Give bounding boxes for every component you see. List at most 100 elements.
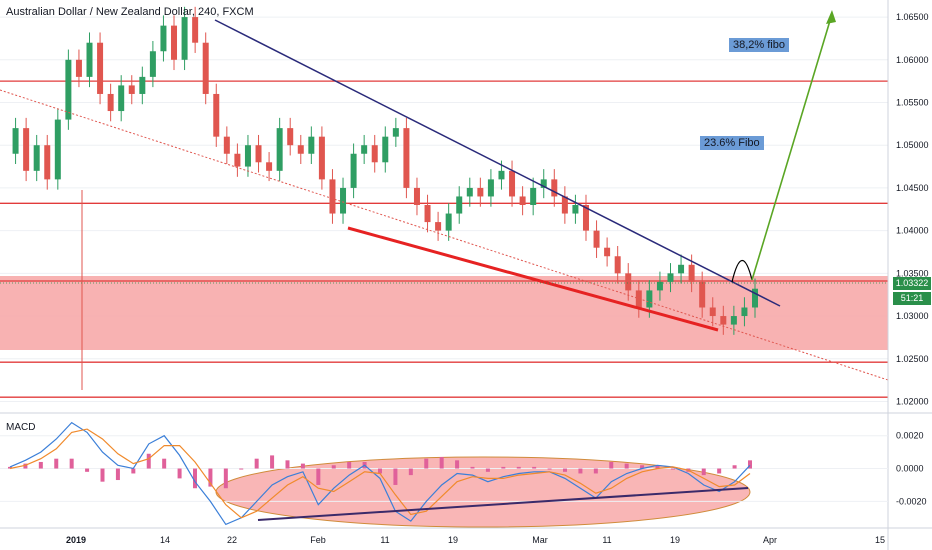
horizontal-levels bbox=[0, 80, 888, 398]
time-tick-label: 15 bbox=[875, 535, 885, 545]
macd-hist-bar bbox=[655, 465, 660, 469]
candle-body bbox=[498, 170, 505, 180]
candle-body bbox=[171, 25, 178, 60]
candle-body bbox=[456, 196, 463, 214]
price-tick-label: 1.06500 bbox=[896, 12, 929, 22]
macd-hist-bar bbox=[347, 461, 352, 469]
macd-hist-bar bbox=[177, 468, 182, 479]
macd-histogram bbox=[8, 453, 752, 489]
price-tick-label: 1.04000 bbox=[896, 226, 929, 236]
time-tick-label: Apr bbox=[763, 535, 777, 545]
macd-hist-bar bbox=[578, 468, 583, 474]
candle-body bbox=[287, 128, 294, 146]
macd-hist-bar bbox=[547, 468, 552, 470]
macd-hist-bar bbox=[470, 466, 475, 469]
signal-line bbox=[9, 428, 751, 519]
projection-arrowhead bbox=[826, 10, 836, 24]
macd-hist-bar bbox=[193, 468, 197, 489]
candle-body bbox=[656, 281, 663, 291]
projection-arrow-line bbox=[751, 13, 833, 281]
fibo-382-label: 38,2% fibo bbox=[729, 38, 789, 52]
candle-body bbox=[667, 273, 674, 282]
macd-hist-bar bbox=[8, 466, 12, 469]
macd-hist-bar bbox=[563, 468, 567, 472]
price-tick-label: 1.06000 bbox=[896, 55, 929, 65]
macd-hist-bar bbox=[670, 468, 675, 470]
candle-body bbox=[614, 256, 621, 274]
candle-body bbox=[413, 187, 420, 205]
candle-body bbox=[382, 136, 389, 163]
candle-body bbox=[234, 153, 241, 167]
candle-body bbox=[741, 307, 748, 317]
candle-body bbox=[297, 145, 304, 154]
candle-body bbox=[44, 145, 51, 180]
price-tick-label: 1.03500 bbox=[896, 268, 929, 278]
macd-tick-label: 0.0000 bbox=[896, 464, 924, 474]
candle-body bbox=[625, 273, 632, 291]
time-tick-label: 11 bbox=[602, 535, 611, 545]
candle-body bbox=[530, 187, 537, 205]
candle-body bbox=[540, 179, 547, 188]
candle-body bbox=[593, 230, 600, 248]
time-tick-label: Feb bbox=[310, 535, 326, 545]
candle-body bbox=[223, 136, 230, 154]
macd-hist-bar bbox=[54, 458, 59, 469]
candle-body bbox=[688, 264, 695, 282]
candle-body bbox=[202, 42, 209, 94]
time-tick-label: 14 bbox=[160, 535, 170, 545]
macd-label: MACD bbox=[6, 422, 36, 433]
candle-body bbox=[149, 51, 156, 77]
macd-hist-bar bbox=[593, 468, 598, 474]
macd-hist-bar bbox=[701, 468, 706, 476]
macd-axis: 0.0020 0.0000 -0.0020 bbox=[896, 431, 927, 507]
countdown-tag: 51:21 bbox=[893, 292, 931, 305]
candle-body bbox=[350, 153, 357, 188]
macd-hist-bar bbox=[208, 468, 213, 487]
candle-body bbox=[551, 179, 558, 197]
candle-body bbox=[54, 119, 61, 180]
macd-hist-bar bbox=[393, 468, 398, 485]
macd-hist-bar bbox=[408, 468, 413, 476]
fibo-236-label: 23.6% Fibo bbox=[700, 136, 764, 150]
candle-body bbox=[139, 76, 146, 94]
macd-hist-bar bbox=[285, 460, 290, 469]
macd-hist-bar bbox=[223, 468, 228, 489]
candle-body bbox=[445, 213, 452, 231]
macd-hist-bar bbox=[316, 468, 321, 485]
macd-line bbox=[9, 421, 751, 526]
candle-body bbox=[65, 59, 72, 120]
price-tick-label: 1.02500 bbox=[896, 354, 929, 364]
candle-body bbox=[604, 247, 611, 257]
macd-hist-bar bbox=[131, 468, 136, 474]
candle-body bbox=[561, 196, 568, 214]
candle-body bbox=[477, 187, 484, 197]
candle-body bbox=[509, 170, 516, 197]
macd-hist-bar bbox=[100, 468, 105, 482]
candle-body bbox=[435, 222, 442, 231]
macd-hist-bar bbox=[270, 455, 275, 469]
candle-body bbox=[340, 187, 347, 214]
macd-hist-bar bbox=[439, 457, 444, 469]
macd-hist-bar bbox=[532, 466, 537, 469]
macd-hist-bar bbox=[300, 463, 305, 469]
time-tick-label: 22 bbox=[227, 535, 237, 545]
candles bbox=[12, 6, 758, 335]
macd-tick-label: -0.0020 bbox=[896, 496, 927, 506]
price-tick-label: 1.02000 bbox=[896, 396, 929, 406]
candle-body bbox=[33, 145, 40, 171]
candle-body bbox=[720, 316, 727, 325]
macd-hist-bar bbox=[38, 461, 43, 469]
macd-hist-bar bbox=[424, 458, 429, 469]
time-tick-label: Mar bbox=[532, 535, 548, 545]
candle-body bbox=[192, 17, 199, 43]
price-tick-label: 1.03000 bbox=[896, 311, 929, 321]
candle-body bbox=[709, 307, 716, 317]
macd-hist-bar bbox=[254, 458, 259, 469]
macd-hist-bar bbox=[717, 468, 722, 474]
breakout-arc bbox=[731, 259, 753, 283]
candle-body bbox=[646, 290, 653, 308]
macd-hist-bar bbox=[69, 458, 74, 469]
candle-body bbox=[118, 85, 125, 112]
price-axis: 1.06500 1.06000 1.05500 1.05000 1.04500 1.040… bbox=[896, 12, 929, 406]
